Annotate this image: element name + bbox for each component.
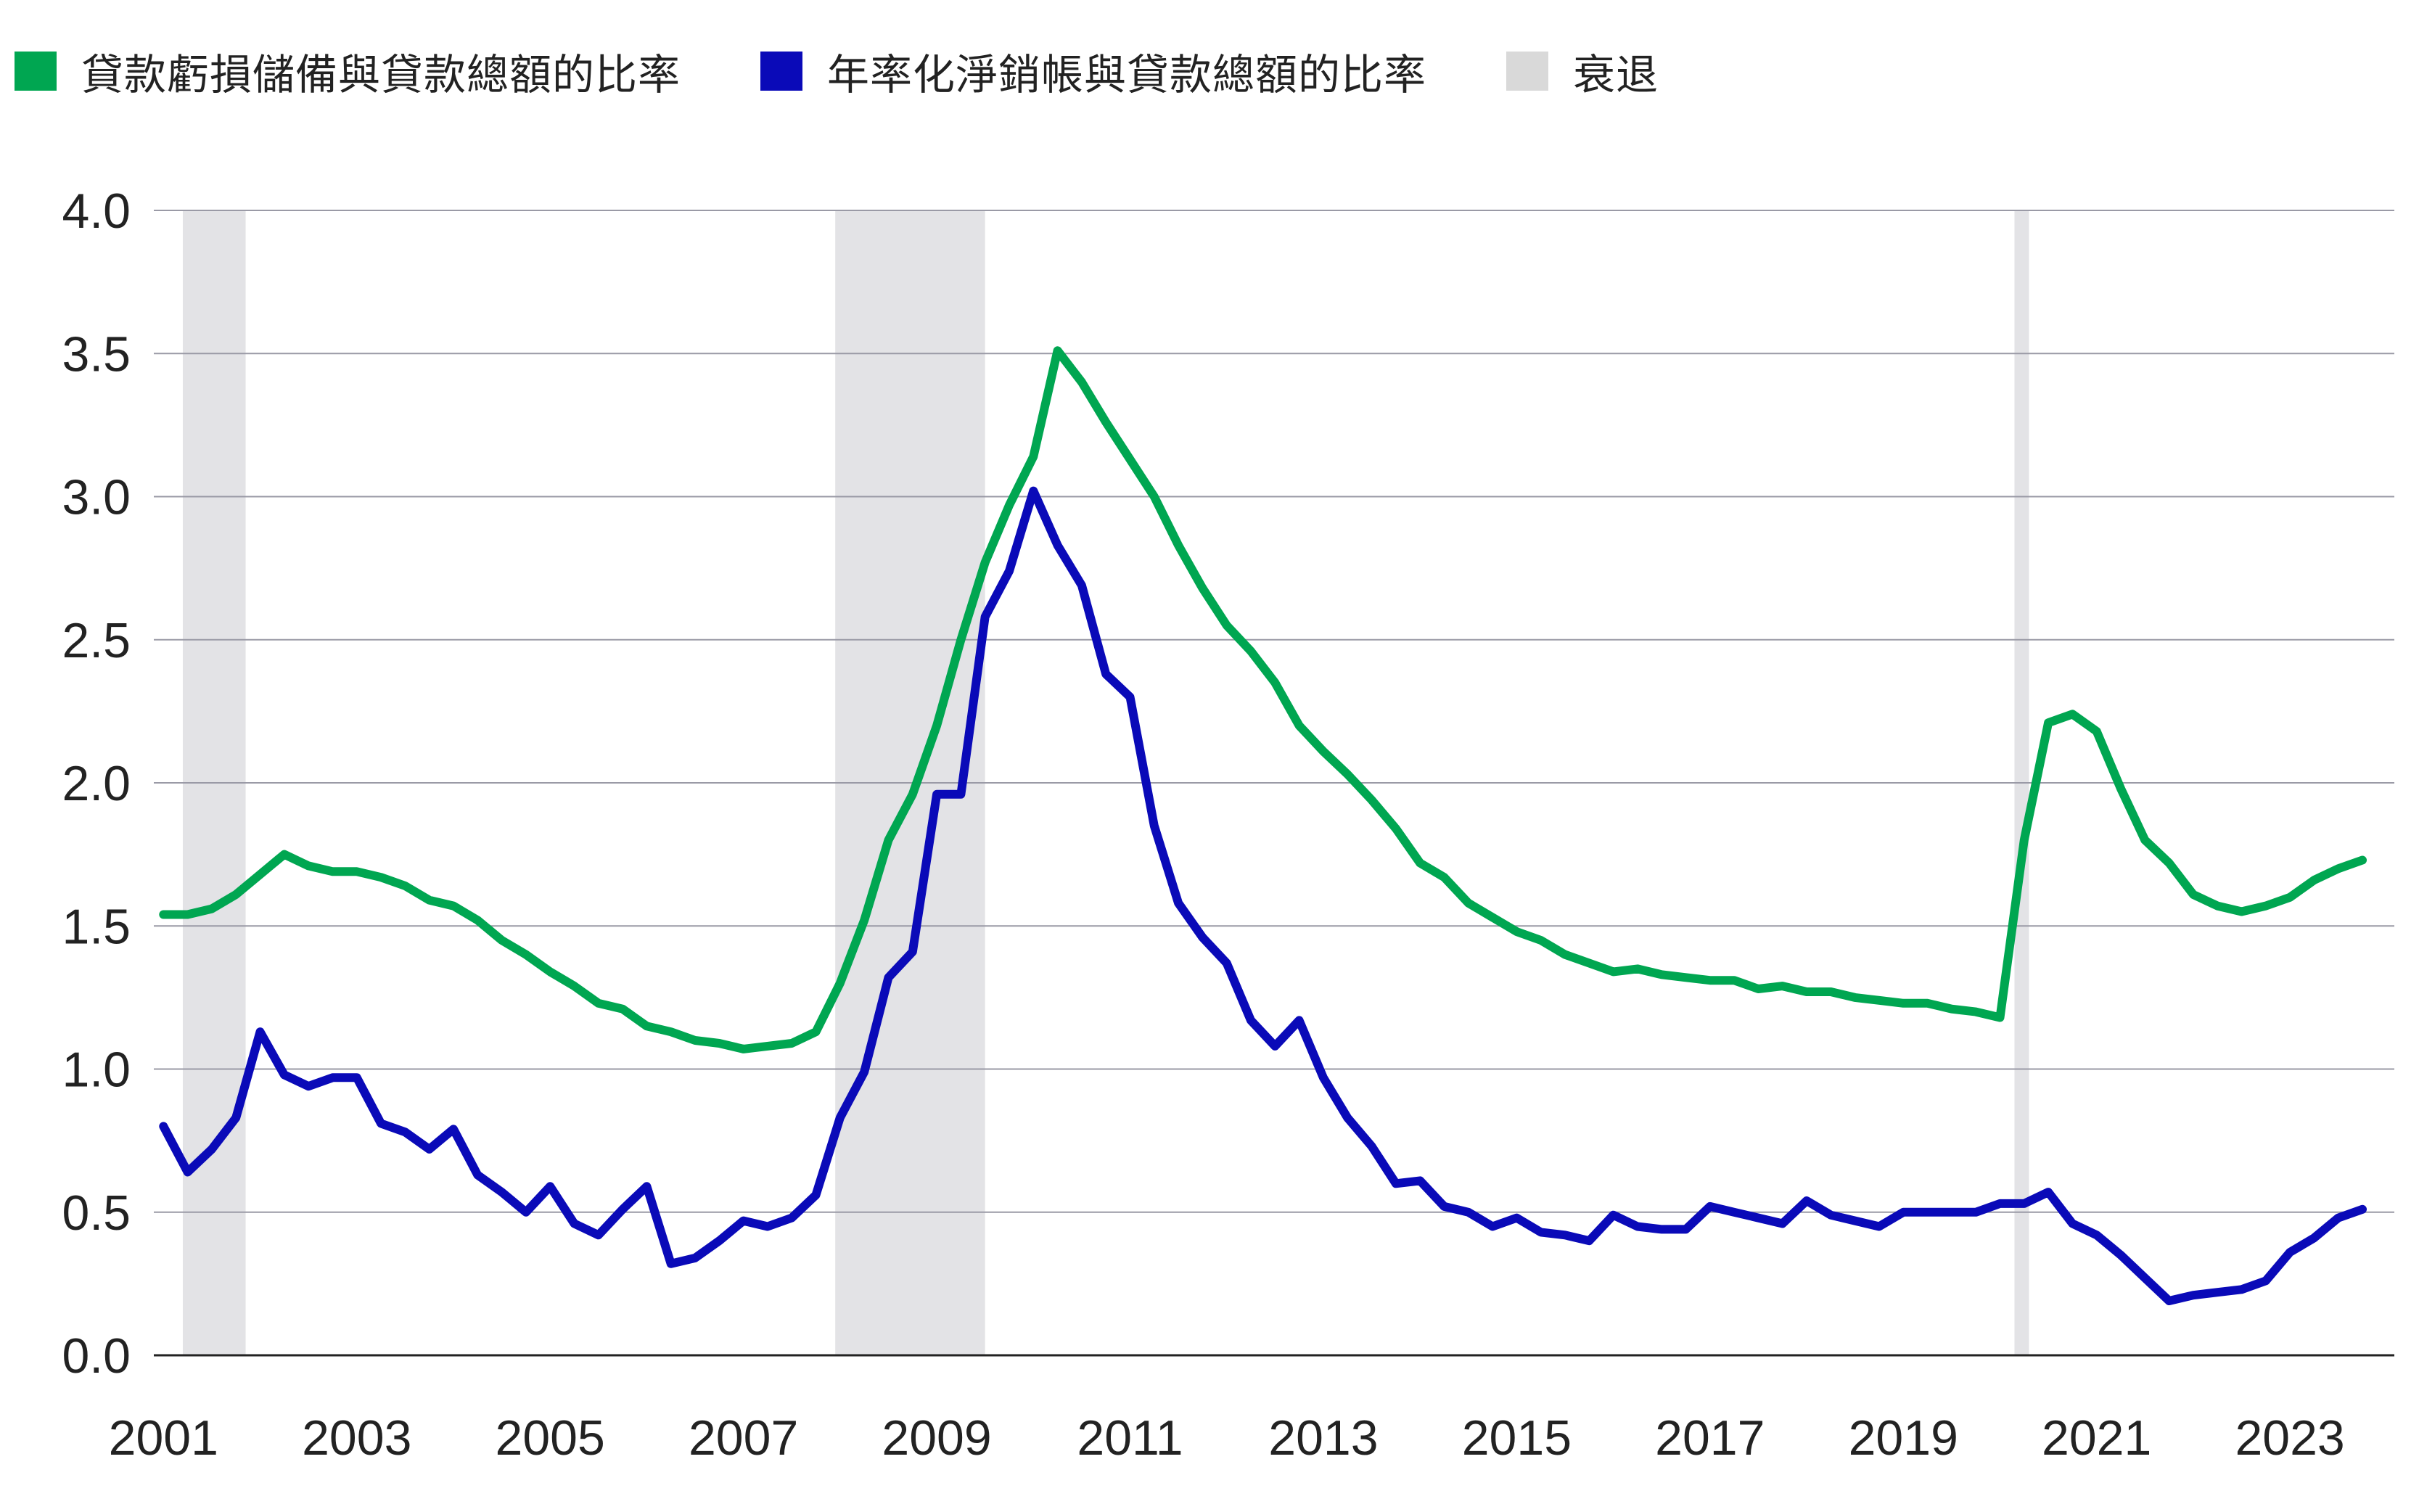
gridlines [154,210,2394,1357]
y-tick-label: 3.5 [62,326,131,382]
x-tick-label: 2009 [882,1410,991,1466]
legend-label: 衰退 [1573,50,1659,99]
y-tick-label: 2.0 [62,756,131,811]
x-tick-label: 2017 [1655,1410,1765,1466]
y-tick-label: 2.5 [62,613,131,668]
y-tick-label: 3.0 [62,470,131,525]
legend-label: 年率化淨銷帳與貸款總額的比率 [827,50,1427,99]
legend-swatch-green [15,52,57,91]
series-lines [159,346,2367,1305]
x-tick-label: 2007 [689,1410,798,1466]
x-tick-label: 2005 [496,1410,605,1466]
legend-swatch-blue [760,52,803,91]
y-tick-label: 0.5 [62,1186,131,1241]
legend-label: 貸款虧損儲備與貸款總額的比率 [81,50,681,99]
x-tick-label: 2021 [2042,1410,2151,1466]
x-tick-label: 2013 [1268,1410,1378,1466]
x-tick-labels: 2001 2003 2005 2007 2009 2011 2013 2015 2017 2019… [109,1410,2345,1466]
x-tick-label: 2019 [1849,1410,1958,1466]
y-tick-label: 1.0 [62,1043,131,1098]
legend-item-chargeoff-ratio: 年率化淨銷帳與貸款總額的比率 [760,41,1426,102]
x-tick-label: 2001 [109,1410,218,1466]
x-tick-label: 2011 [1077,1410,1183,1466]
x-tick-label: 2023 [2235,1410,2344,1466]
y-tick-label: 1.5 [62,899,131,954]
y-tick-label: 0.0 [62,1328,131,1384]
x-tick-label: 2003 [302,1410,411,1466]
legend: 貸款虧損儲備與貸款總額的比率 年率化淨銷帳與貸款總額的比率 衰退 [15,42,1738,100]
y-tick-labels: 0.0 0.5 1.0 1.5 2.0 2.5 3.0 3.5 4.0 [62,184,131,1384]
legend-swatch-gray [1506,52,1549,91]
legend-item-reserve-ratio: 貸款虧損儲備與貸款總額的比率 [15,41,681,102]
y-tick-label: 4.0 [62,184,131,239]
series-line-reserve-ratio [159,346,2367,1053]
x-tick-label: 2015 [1462,1410,1572,1466]
series-line-chargeoff-ratio [159,486,2367,1305]
legend-item-recession: 衰退 [1506,41,1659,102]
